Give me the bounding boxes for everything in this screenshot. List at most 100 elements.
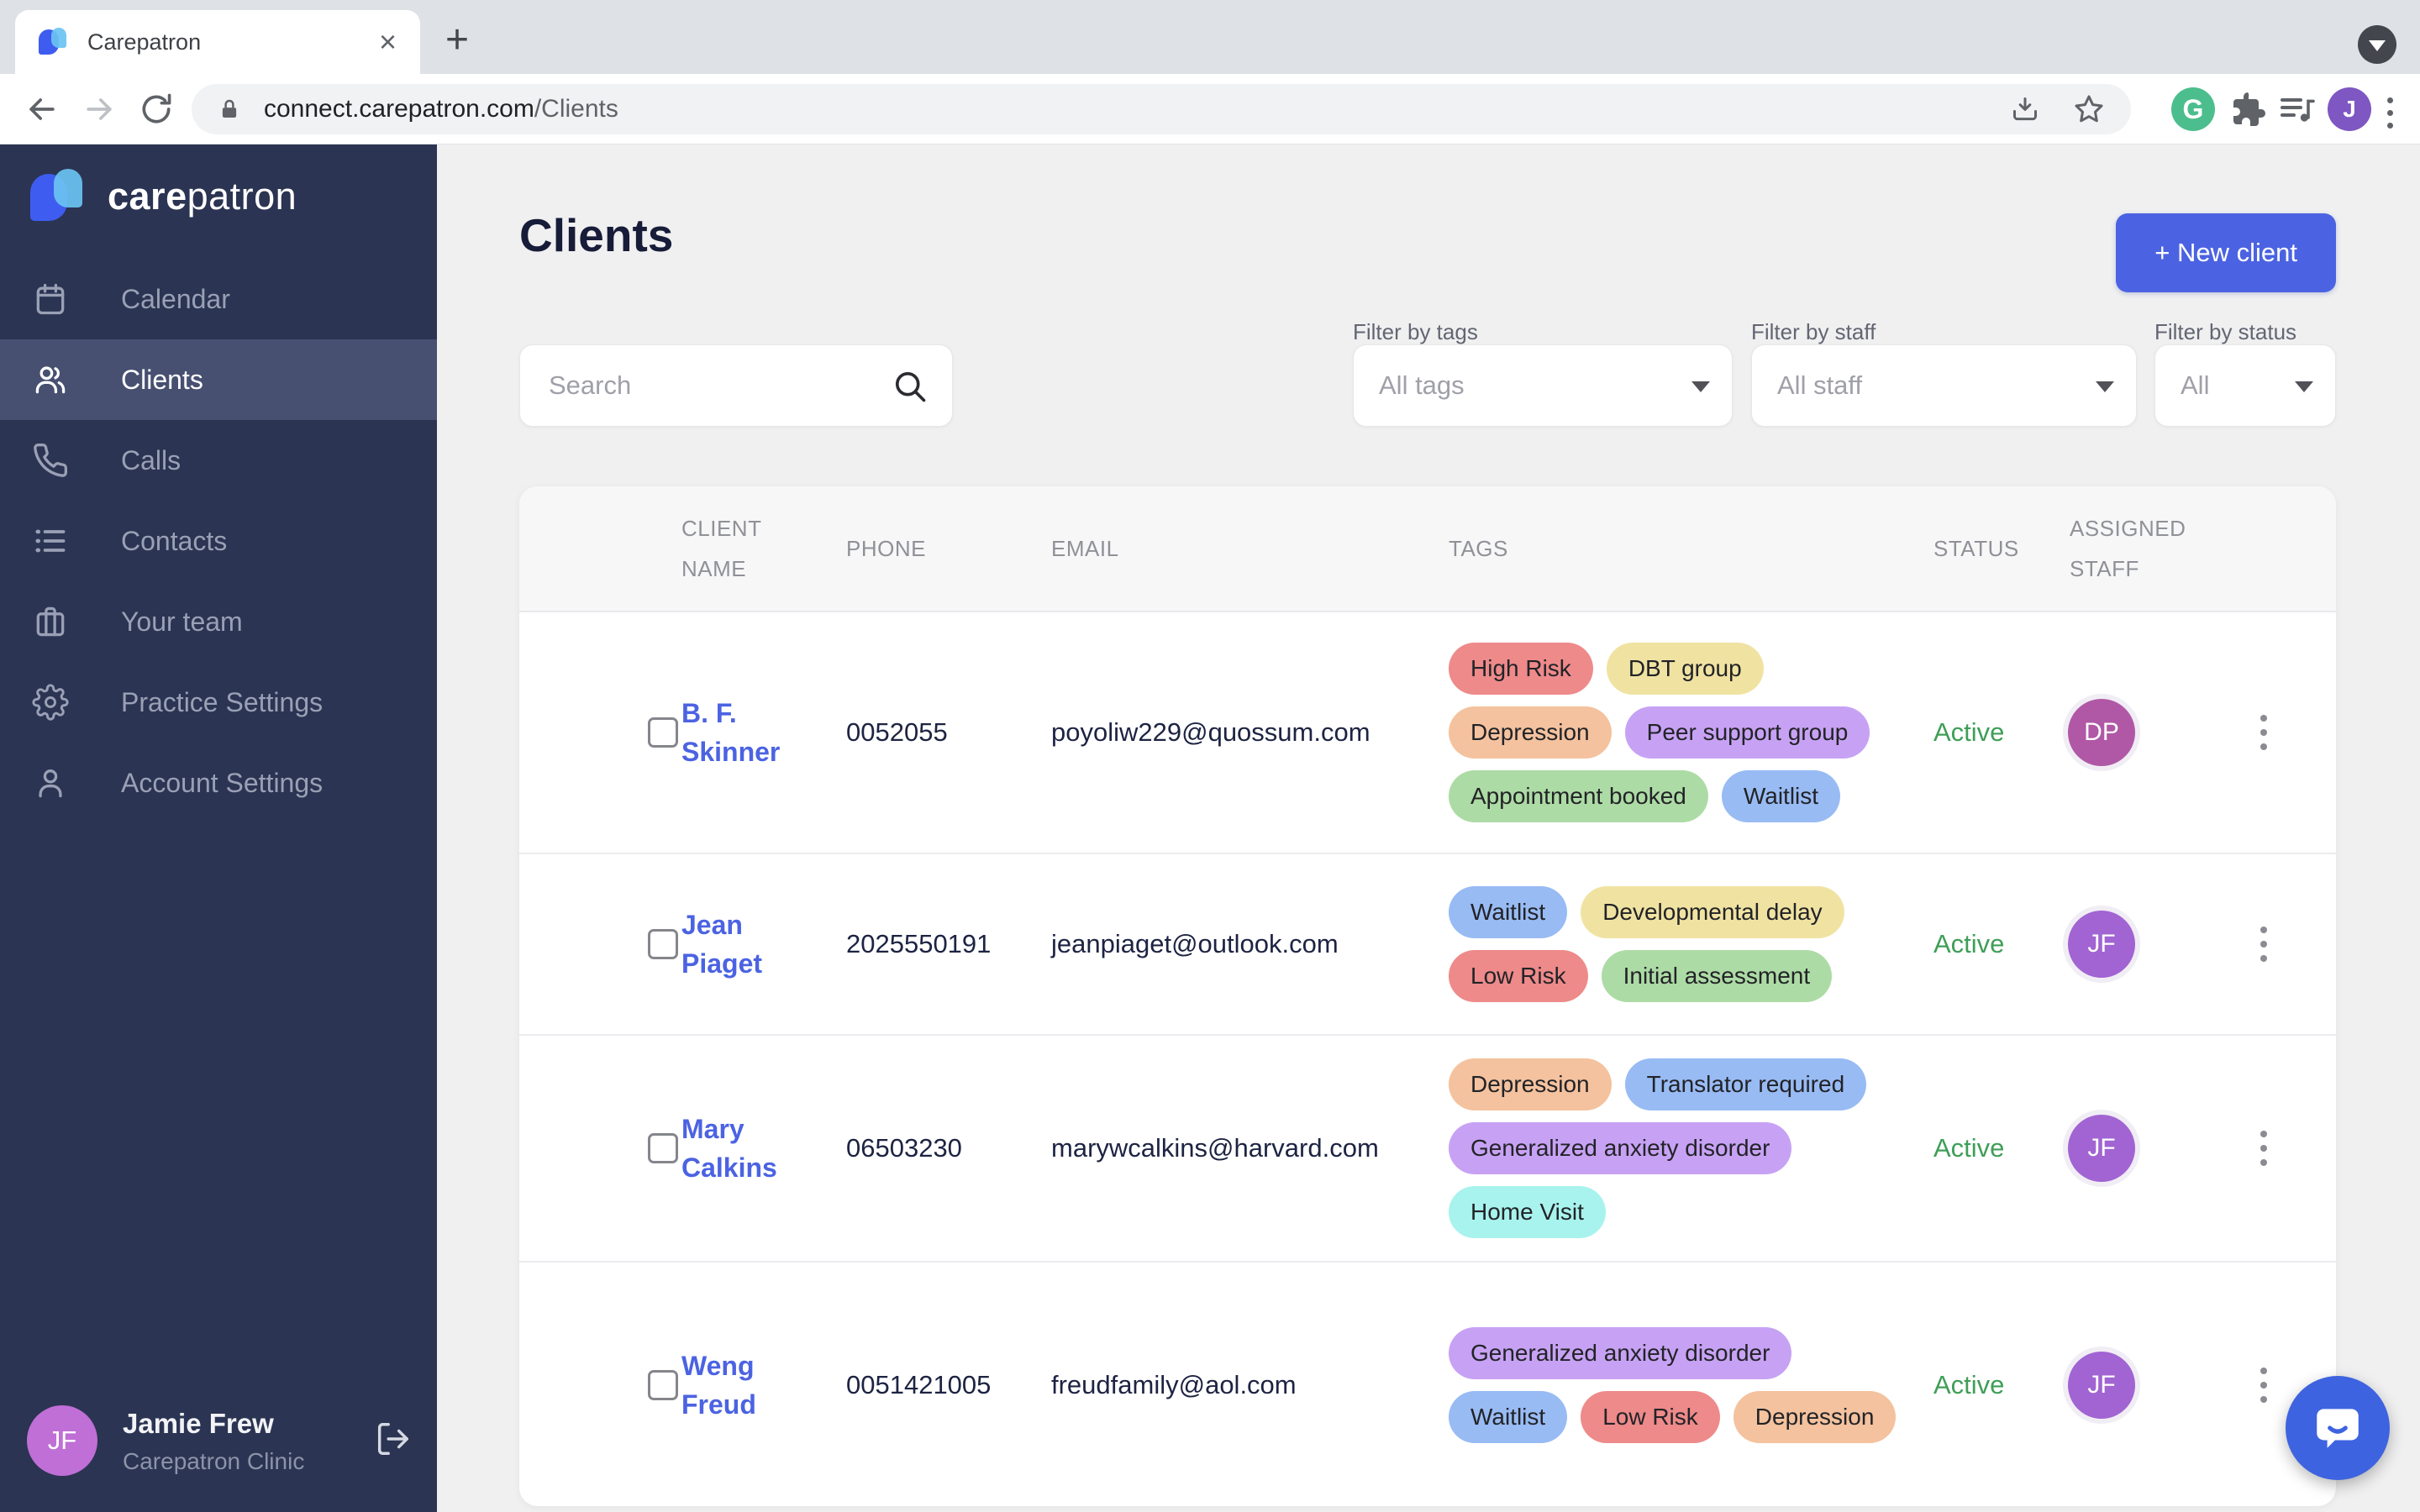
- tag-pill[interactable]: Generalized anxiety disorder: [1449, 1122, 1792, 1174]
- clients-people-icon: [32, 361, 69, 398]
- tag-pill[interactable]: Waitlist: [1721, 770, 1841, 822]
- row-checkbox[interactable]: [648, 1133, 678, 1163]
- tag-pill[interactable]: Depression: [1449, 1058, 1612, 1110]
- col-header-client-name: CLIENT NAME: [681, 516, 761, 581]
- calendar-icon: [32, 281, 69, 318]
- status-filter-select[interactable]: All: [2154, 344, 2336, 427]
- search-icon[interactable]: [892, 368, 929, 405]
- user-name: Jamie Frew: [123, 1408, 274, 1439]
- status-badge: Active: [1933, 1370, 2005, 1399]
- tag-pill[interactable]: Home Visit: [1449, 1186, 1606, 1238]
- extensions-puzzle-icon[interactable]: [2225, 89, 2265, 129]
- row-menu-icon[interactable]: [2255, 1362, 2272, 1408]
- carepatron-logo: carepatron: [30, 166, 297, 227]
- new-client-button[interactable]: + New client: [2116, 213, 2336, 292]
- client-tags: Depression Translator required Generalized…: [1449, 1058, 1902, 1238]
- client-email: marywcalkins@harvard.com: [1051, 1133, 1379, 1163]
- address-bar[interactable]: connect.carepatron.com/Clients: [192, 84, 2131, 134]
- bookmark-star-icon[interactable]: [2072, 92, 2106, 126]
- new-tab-button[interactable]: +: [445, 18, 470, 62]
- caret-down-icon: [2096, 381, 2114, 392]
- tab-search-button[interactable]: [2358, 25, 2396, 64]
- tag-pill[interactable]: Appointment booked: [1449, 770, 1708, 822]
- client-phone: 0052055: [846, 717, 948, 747]
- install-app-icon[interactable]: [2008, 92, 2042, 126]
- filter-by-staff-label: Filter by staff: [1751, 319, 1876, 344]
- tag-pill[interactable]: Low Risk: [1449, 950, 1588, 1002]
- client-name-link[interactable]: Jean Piaget: [681, 910, 763, 979]
- status-filter-value: All: [2181, 370, 2210, 400]
- briefcase-icon: [32, 603, 69, 640]
- tag-pill[interactable]: Depression: [1449, 706, 1612, 759]
- row-checkbox[interactable]: [648, 717, 678, 748]
- tag-pill[interactable]: Waitlist: [1449, 1391, 1568, 1443]
- tag-pill[interactable]: Peer support group: [1624, 706, 1870, 759]
- grammarly-extension-icon[interactable]: G: [2171, 87, 2215, 131]
- col-header-assigned-staff: ASSIGNED STAFF: [2070, 516, 2186, 581]
- lock-icon: [217, 97, 242, 122]
- col-header-tags: TAGS: [1449, 536, 1508, 561]
- reading-list-icon[interactable]: [2277, 89, 2317, 129]
- client-tags: Waitlist Developmental delay Low Risk Initi…: [1449, 886, 1902, 1002]
- carepatron-logo-text: carepatron: [108, 175, 297, 218]
- sidebar-item-clients[interactable]: Clients: [0, 339, 437, 420]
- tags-filter-select[interactable]: All tags: [1353, 344, 1733, 427]
- tag-pill[interactable]: Generalized anxiety disorder: [1449, 1327, 1792, 1379]
- url-text: connect.carepatron.com/Clients: [264, 95, 1978, 123]
- search-input[interactable]: [520, 370, 856, 401]
- tab-close-icon[interactable]: ×: [378, 24, 397, 59]
- table-header-row: CLIENT NAME PHONE EMAIL TAGS STATUS ASSI…: [519, 486, 2336, 612]
- forward-button[interactable]: [81, 91, 118, 128]
- tag-pill[interactable]: High Risk: [1449, 643, 1593, 695]
- sidebar-user-card[interactable]: JF Jamie Frew Carepatron Clinic: [0, 1394, 437, 1487]
- client-name-link[interactable]: Mary Calkins: [681, 1114, 777, 1183]
- browser-profile-avatar[interactable]: J: [2328, 87, 2371, 131]
- tag-pill[interactable]: Depression: [1733, 1391, 1897, 1443]
- sidebar-item-label: Clients: [121, 364, 203, 395]
- client-phone: 0051421005: [846, 1370, 992, 1399]
- sidebar-item-contacts[interactable]: Contacts: [0, 501, 437, 581]
- browser-tab-strip: Carepatron × +: [0, 0, 2420, 74]
- client-name-link[interactable]: B. F. Skinner: [681, 698, 781, 767]
- chat-widget-button[interactable]: [2286, 1376, 2390, 1480]
- browser-tab[interactable]: Carepatron ×: [15, 10, 420, 74]
- staff-filter-select[interactable]: All staff: [1751, 344, 2137, 427]
- staff-avatar: JF: [2068, 1115, 2135, 1182]
- tag-pill[interactable]: DBT group: [1606, 643, 1764, 695]
- logout-icon[interactable]: [373, 1420, 412, 1458]
- back-button[interactable]: [24, 91, 60, 128]
- browser-menu-icon[interactable]: [2387, 97, 2393, 129]
- sidebar: carepatron Calendar Clients Calls Contac…: [0, 144, 437, 1512]
- sidebar-item-account-settings[interactable]: Account Settings: [0, 743, 437, 823]
- client-email: freudfamily@aol.com: [1051, 1370, 1297, 1399]
- row-checkbox[interactable]: [648, 1370, 678, 1400]
- caret-down-icon: [2295, 381, 2313, 392]
- sidebar-item-label: Account Settings: [121, 767, 324, 798]
- sidebar-menu: Calendar Clients Calls Contacts Your tea…: [0, 259, 437, 823]
- client-tags: Generalized anxiety disorder Waitlist Low …: [1449, 1327, 1902, 1443]
- tag-pill[interactable]: Translator required: [1624, 1058, 1867, 1110]
- sidebar-item-calls[interactable]: Calls: [0, 420, 437, 501]
- row-menu-icon[interactable]: [2255, 921, 2272, 967]
- reload-button[interactable]: [138, 91, 175, 128]
- carepatron-logo-icon: [30, 169, 86, 224]
- row-menu-icon[interactable]: [2255, 1126, 2272, 1171]
- chat-bubble-icon: [2317, 1409, 2359, 1448]
- sidebar-item-practice-settings[interactable]: Practice Settings: [0, 662, 437, 743]
- page-title: Clients: [519, 209, 674, 261]
- client-name-link[interactable]: Weng Freud: [681, 1351, 756, 1420]
- sidebar-item-calendar[interactable]: Calendar: [0, 259, 437, 339]
- row-checkbox[interactable]: [648, 929, 678, 959]
- tag-pill[interactable]: Waitlist: [1449, 886, 1568, 938]
- search-box: [519, 344, 953, 427]
- client-phone: 06503230: [846, 1133, 962, 1163]
- row-menu-icon[interactable]: [2255, 710, 2272, 755]
- tag-pill[interactable]: Low Risk: [1581, 1391, 1720, 1443]
- sidebar-item-label: Calls: [121, 444, 182, 475]
- tag-pill[interactable]: Initial assessment: [1601, 950, 1833, 1002]
- table-row: Mary Calkins 06503230 marywcalkins@harva…: [519, 1036, 2336, 1263]
- tag-pill[interactable]: Developmental delay: [1581, 886, 1844, 938]
- phone-icon: [32, 442, 69, 479]
- sidebar-item-label: Practice Settings: [121, 686, 324, 717]
- sidebar-item-your-team[interactable]: Your team: [0, 581, 437, 662]
